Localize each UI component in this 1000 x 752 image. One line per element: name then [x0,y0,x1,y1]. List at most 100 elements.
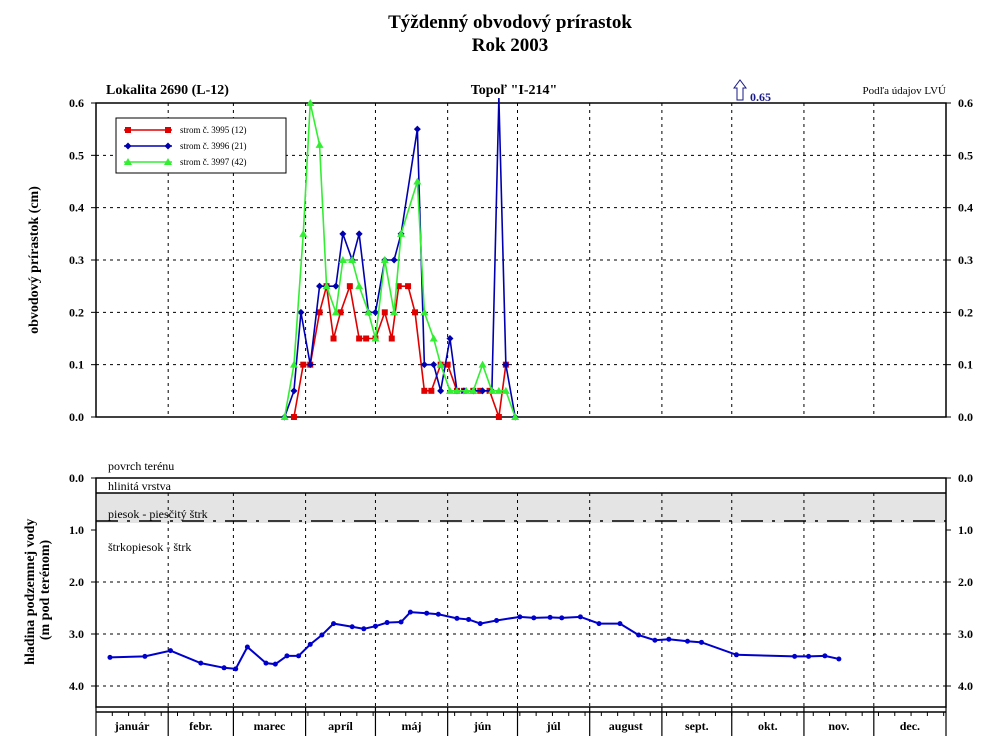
data-point [339,230,347,238]
data-point [390,308,399,316]
legend-label: strom č. 3997 (42) [180,157,247,167]
top-ytick-label-left: 0.0 [69,410,84,424]
top-ytick-label-left: 0.2 [69,305,84,319]
data-point [355,230,363,238]
data-point [290,414,297,420]
data-point [792,653,798,659]
data-point [469,386,478,394]
tree-label: Topoľ "I-214" [471,83,558,98]
data-point [454,615,460,621]
data-point [332,282,340,290]
data-point [413,177,422,185]
layer-label-clay: hlinitá vrstva [108,479,172,493]
data-point [322,282,331,290]
month-label: dec. [900,719,920,733]
data-point [666,636,672,642]
data-point [306,99,315,106]
data-point [307,641,313,647]
chart-subtitle: Rok 2003 [472,35,549,56]
month-label: júl [546,719,562,733]
data-point [501,386,510,394]
bottom-ytick-label-left: 1.0 [69,523,84,537]
data-point [272,661,278,667]
data-point [371,334,380,342]
data-point [412,309,419,316]
data-point [124,158,132,165]
source-label: Podľa údajov LVÚ [862,85,946,97]
data-point [435,611,441,617]
data-point [164,158,172,165]
data-point [836,656,842,662]
bottom-ytick-label-right: 4.0 [958,679,973,693]
series-path [293,283,507,418]
data-point [477,621,483,627]
legend-box [115,117,287,174]
legend-item: strom č. 3997 (42) [124,157,247,167]
top-y-axis-label: obvodový prírastok (cm) [27,186,42,334]
data-point [428,387,435,394]
bottom-y-axis-label-line2: (m pod terénom) [38,540,53,641]
top-ytick-label-right: 0.5 [958,148,973,162]
data-point [233,666,239,672]
data-point [164,142,172,150]
data-point [297,308,305,316]
legend-label: strom č. 3995 (12) [180,125,247,135]
top-series [280,97,520,421]
bottom-ytick-label-left: 2.0 [69,575,84,589]
data-point [319,632,325,638]
series-line-2 [281,97,519,421]
bottom-ytick-label-right: 0.0 [958,471,973,485]
bottom-ytick-label-left: 0.0 [69,471,84,485]
data-point [125,127,131,133]
data-point [361,626,367,632]
data-point [577,614,583,620]
data-point [363,335,370,342]
legend: strom č. 3995 (12) strom č. 3996 (21) stro… [115,117,287,174]
layer-label-sand: piesok - piesčitý štrk [108,507,208,521]
data-point [466,616,472,622]
chart-title: Týždenný obvodový prírastok [388,12,632,33]
bottom-series [107,609,842,672]
data-point [420,308,429,316]
data-point [280,413,289,420]
month-label: sept. [685,719,709,733]
clay-layer-band [96,493,946,523]
data-point [296,653,302,659]
data-point [356,335,363,342]
top-ytick-label-left: 0.5 [69,148,84,162]
bottom-grid [96,493,946,707]
month-axis: január febr. marec apríl máj jún júl august sept… [95,707,947,736]
data-point [452,386,461,394]
groundwater-line [107,609,842,672]
top-ytick-label-right: 0.1 [958,358,973,372]
layer-label-surface: povrch terénu [108,459,174,473]
series-line-3 [280,99,520,420]
series-path [283,102,516,418]
data-point [316,282,324,290]
month-label: febr. [189,719,212,733]
data-point [429,334,438,342]
data-point [436,360,445,368]
data-point [424,610,430,616]
data-point [390,256,398,264]
data-point [822,653,828,659]
data-point [397,229,406,237]
data-point [444,361,451,368]
legend-item: strom č. 3995 (12) [124,125,247,135]
data-point [511,413,520,420]
month-label: január [114,719,150,733]
data-point [337,309,344,316]
top-ytick-label-right: 0.3 [958,253,973,267]
data-point [494,386,503,394]
month-label: máj [402,719,422,733]
series-path [109,611,840,670]
data-point [198,660,204,666]
data-point [547,614,553,620]
top-ytick-label-left: 0.1 [69,358,84,372]
bottom-ytick-label-left: 4.0 [69,679,84,693]
data-point [331,621,337,627]
data-point [806,653,812,659]
top-ytick-label-left: 0.6 [69,96,84,110]
month-label: jún [473,719,492,733]
